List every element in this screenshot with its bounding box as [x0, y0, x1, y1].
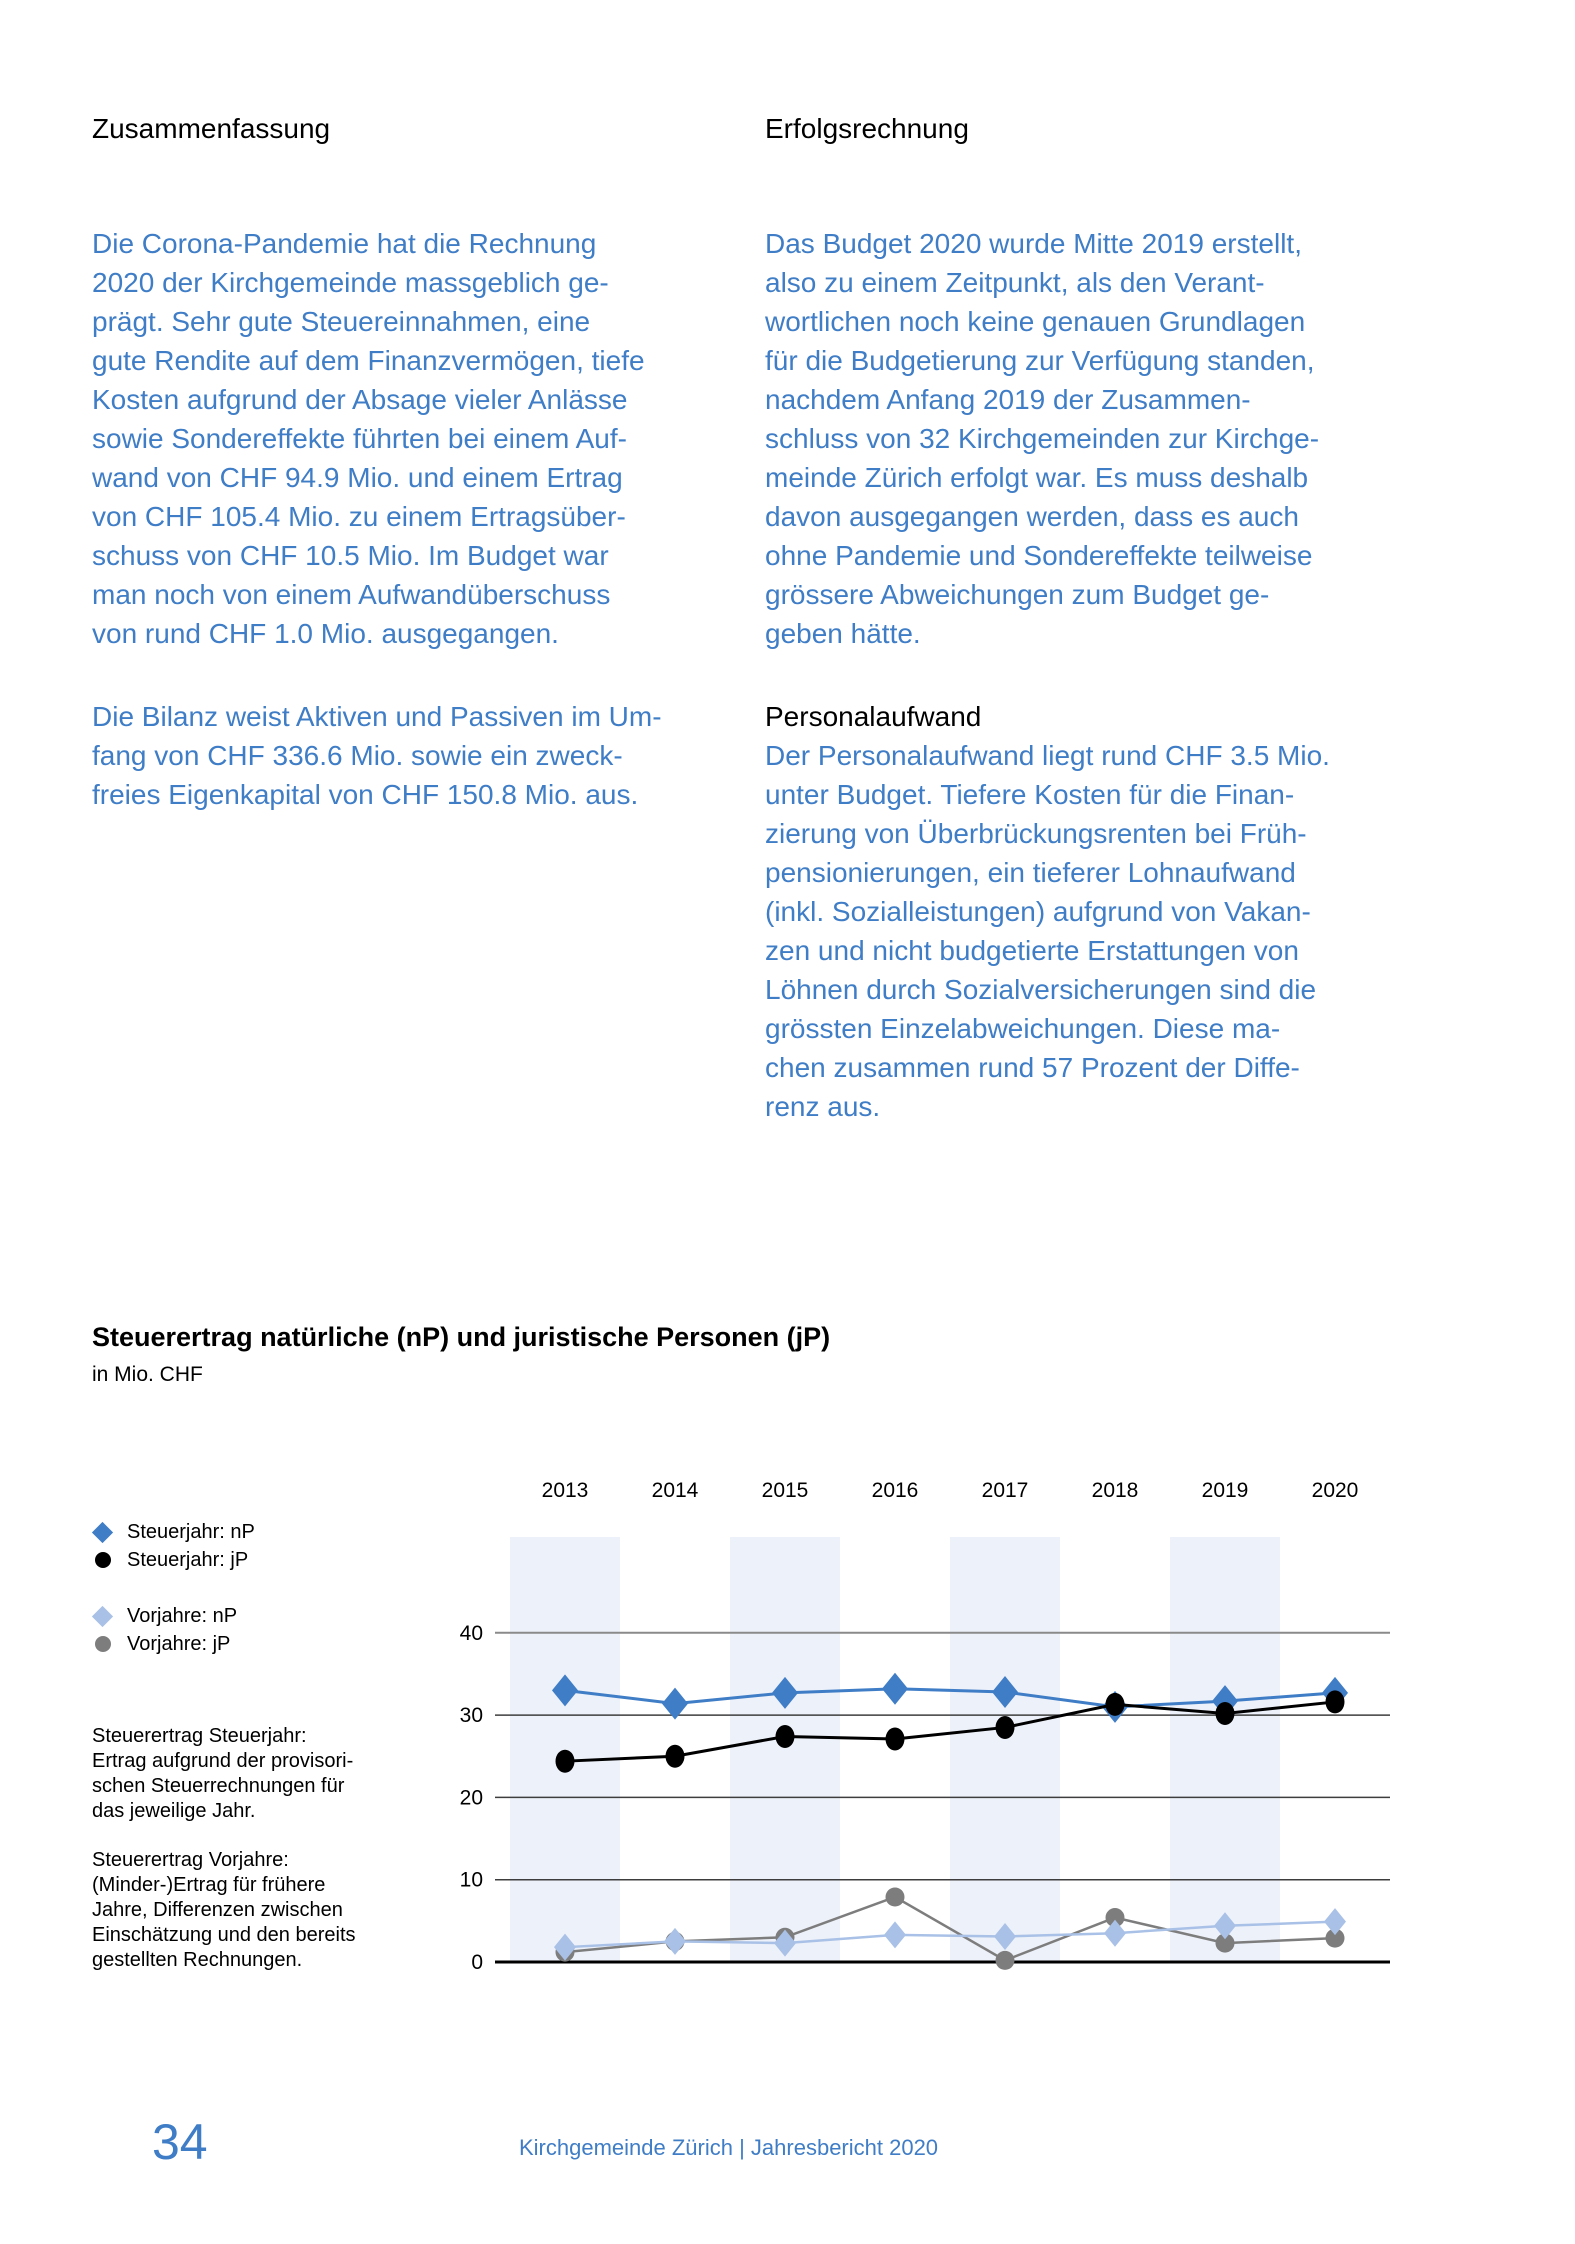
legend-label: Steuerjahr: nP: [127, 1520, 255, 1543]
svg-text:2019: 2019: [1202, 1479, 1249, 1502]
circle-marker-icon: [95, 1636, 111, 1652]
legend-label: Vorjahre: jP: [127, 1632, 231, 1655]
svg-text:2018: 2018: [1092, 1479, 1139, 1502]
circle-marker-icon: [95, 1552, 111, 1568]
footer-publication-title: Kirchgemeinde Zürich | Jahresbericht 202…: [519, 2135, 939, 2160]
tax-revenue-line-chart: 2013 2014 2015 2016 2017 2018 2019 2020 0 10 20 30 4…: [460, 1479, 1390, 1974]
section-heading-zusammenfassung: Zusammenfassung: [92, 113, 331, 144]
legend-item-steuerjahr-jp: Steuerjahr: jP: [92, 1546, 332, 1574]
subheading-personalaufwand: Personalaufwand: [765, 701, 982, 732]
svg-text:10: 10: [460, 1869, 483, 1892]
chart-title: Steuerertrag natürliche (nP) und juristi…: [92, 1322, 831, 1352]
svg-text:20: 20: [460, 1786, 483, 1809]
section-heading-erfolgsrechnung: Erfolgsrechnung: [765, 113, 969, 144]
income-statement-paragraph: Das Budget 2020 wurde Mitte 2019 erstell…: [765, 228, 1320, 649]
svg-text:2017: 2017: [982, 1479, 1029, 1502]
chart-subtitle-unit: in Mio. CHF: [92, 1363, 203, 1386]
summary-paragraph-1: Die Corona-Pandemie hat die Rechnung 202…: [92, 228, 645, 649]
svg-text:40: 40: [460, 1622, 483, 1645]
svg-text:2016: 2016: [872, 1479, 919, 1502]
svg-text:2013: 2013: [542, 1479, 589, 1502]
note-steuerjahr: Steuerertrag Steuerjahr: Ertrag aufgrund…: [92, 1725, 354, 1822]
legend-label: Vorjahre: nP: [127, 1604, 238, 1627]
svg-text:2014: 2014: [652, 1479, 699, 1502]
svg-text:0: 0: [471, 1951, 483, 1974]
page-number: 34: [152, 2114, 208, 2170]
svg-text:2020: 2020: [1312, 1479, 1359, 1502]
legend-item-vorjahre-jp: Vorjahre: jP: [92, 1630, 332, 1658]
personnel-cost-paragraph: Der Personalaufwand liegt rund CHF 3.5 M…: [765, 740, 1330, 1122]
legend-label: Steuerjahr: jP: [127, 1548, 249, 1571]
legend-item-vorjahre-np: Vorjahre: nP: [91, 1602, 332, 1630]
note-vorjahre: Steuerertrag Vorjahre: (Minder-)Ertrag f…: [92, 1849, 356, 1971]
svg-text:2015: 2015: [762, 1479, 809, 1502]
legend-item-steuerjahr-np: Steuerjahr: nP: [91, 1518, 332, 1546]
summary-paragraph-2: Die Bilanz weist Aktiven und Passiven im…: [92, 701, 662, 810]
svg-text:30: 30: [460, 1704, 483, 1727]
